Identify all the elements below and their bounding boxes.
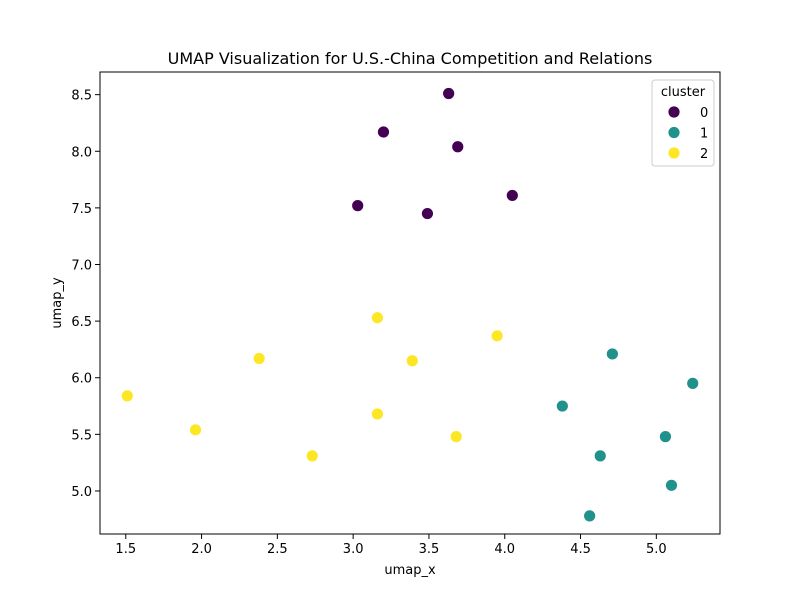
scatter-point-cluster-2 [252,352,266,365]
y-tick-label: 8.0 [71,145,92,160]
scatter-point-cluster-0 [505,189,519,202]
x-tick-label: 4.0 [494,542,515,557]
legend-label-cluster-1: 1 [700,127,708,142]
y-tick-label: 7.5 [71,202,92,217]
scatter-point-cluster-0 [377,125,390,139]
legend: cluster 0 1 2 [651,79,715,167]
x-tick-label: 3.5 [419,542,440,557]
scatter-point-cluster-1 [659,430,672,444]
scatter-point-cluster-2 [449,430,463,444]
legend-marker-cluster-2 [667,146,681,160]
scatter-point-cluster-1 [555,399,569,413]
scatter-point-cluster-2 [371,311,384,325]
scatter-point-cluster-2 [371,407,384,421]
x-axis: 1.5 2.0 2.5 3.0 3.5 4.0 4.5 5.0 [115,534,667,557]
x-axis-label: umap_x [384,563,436,578]
legend-label-cluster-2: 2 [700,147,708,162]
legend-label-cluster-0: 0 [700,106,708,121]
axes-frame [99,71,721,535]
scatter-point-cluster-1 [686,376,700,390]
legend-marker-cluster-0 [667,105,681,119]
x-tick-label: 1.5 [115,542,136,557]
x-tick-label: 2.5 [267,542,288,557]
y-axis-label: umap_y [50,277,65,329]
scatter-point-cluster-1 [665,478,678,492]
scatter-point-cluster-1 [605,347,619,361]
scatter-point-cluster-2 [305,449,319,463]
y-axis: 5.0 5.5 6.0 6.5 7.0 7.5 8.0 8.5 [71,89,100,500]
y-tick-label: 5.0 [71,485,92,500]
x-tick-label: 2.0 [191,542,212,557]
x-tick-label: 3.0 [343,542,364,557]
chart-title: UMAP Visualization for U.S.-China Compet… [168,49,653,68]
scatter-point-cluster-0 [451,140,465,154]
legend-title: cluster [661,85,706,100]
scatter-point-cluster-1 [593,449,607,463]
x-tick-label: 4.5 [570,542,591,557]
scatter-point-cluster-2 [405,354,419,368]
scatter-point-cluster-2 [189,423,202,437]
legend-marker-cluster-1 [667,126,681,139]
plot-area [120,87,700,523]
y-tick-label: 8.5 [71,89,92,104]
scatter-point-cluster-1 [583,509,597,523]
y-tick-label: 5.5 [71,428,92,443]
scatter-point-cluster-2 [120,389,134,403]
y-tick-label: 6.5 [71,315,92,330]
y-tick-label: 6.0 [71,372,92,387]
scatter-point-cluster-0 [442,87,456,100]
scatter-point-cluster-0 [351,199,365,213]
y-tick-label: 7.0 [71,259,92,274]
scatter-point-cluster-0 [421,207,434,220]
legend-box [651,79,715,167]
x-tick-label: 5.0 [646,542,667,557]
scatter-point-cluster-2 [490,329,504,343]
